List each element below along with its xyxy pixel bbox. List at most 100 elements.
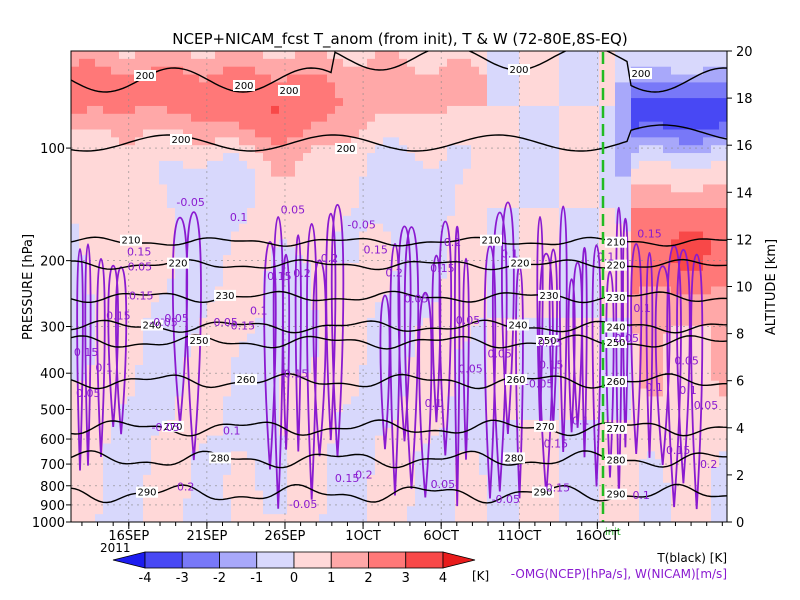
- anomaly-cell: [311, 200, 320, 209]
- anomaly-cell: [535, 208, 544, 217]
- anomaly-cell: [375, 443, 384, 452]
- anomaly-cell: [511, 105, 520, 115]
- anomaly-cell: [687, 121, 696, 131]
- anomaly-cell: [527, 419, 536, 429]
- anomaly-cell: [687, 113, 696, 123]
- anomaly-cell: [279, 506, 288, 515]
- anomaly-cell: [143, 58, 152, 68]
- anomaly-cell: [415, 247, 424, 256]
- anomaly-cell: [255, 286, 264, 295]
- anomaly-cell: [567, 317, 576, 327]
- anomaly-cell: [719, 365, 727, 374]
- anomaly-cell: [223, 223, 232, 233]
- anomaly-cell: [679, 145, 688, 154]
- anomaly-cell: [199, 160, 208, 170]
- anomaly-cell: [263, 137, 272, 146]
- anomaly-cell: [383, 66, 392, 76]
- anomaly-cell: [663, 514, 672, 522]
- anomaly-cell: [511, 98, 520, 107]
- anomaly-cell: [495, 66, 504, 76]
- anomaly-cell: [639, 192, 648, 201]
- anomaly-cell: [103, 310, 112, 319]
- anomaly-cell: [375, 412, 384, 421]
- anomaly-cell: [103, 129, 112, 138]
- anomaly-cell: [503, 435, 512, 445]
- anomaly-cell: [615, 404, 624, 413]
- anomaly-cell: [631, 208, 640, 217]
- anomaly-cell: [607, 231, 616, 240]
- anomaly-cell: [447, 129, 456, 138]
- anomaly-cell: [703, 192, 712, 201]
- anomaly-cell: [111, 192, 120, 201]
- anomaly-cell: [479, 474, 488, 484]
- anomaly-cell: [423, 341, 432, 350]
- anomaly-cell: [183, 82, 192, 91]
- anomaly-cell: [527, 66, 536, 76]
- anomaly-cell: [607, 58, 616, 68]
- anomaly-cell: [247, 200, 256, 209]
- anomaly-cell: [407, 168, 416, 178]
- anomaly-cell: [415, 121, 424, 131]
- anomaly-cell: [367, 121, 376, 131]
- anomaly-cell: [687, 247, 696, 256]
- anomaly-cell: [663, 474, 672, 484]
- anomaly-cell: [223, 184, 232, 193]
- anomaly-cell: [95, 153, 104, 162]
- anomaly-cell: [287, 255, 296, 264]
- anomaly-cell: [231, 192, 240, 201]
- anomaly-cell: [471, 184, 480, 193]
- anomaly-cell: [231, 396, 240, 405]
- anomaly-cell: [503, 482, 512, 492]
- anomaly-cell: [183, 404, 192, 413]
- anomaly-cell: [135, 380, 144, 390]
- anomaly-cell: [199, 365, 208, 374]
- anomaly-cell: [655, 129, 664, 138]
- anomaly-cell: [159, 113, 168, 123]
- anomaly-cell: [479, 51, 488, 60]
- anomaly-cell: [599, 419, 608, 429]
- anomaly-cell: [303, 105, 312, 115]
- anomaly-cell: [687, 467, 696, 476]
- anomaly-cell: [127, 121, 136, 131]
- anomaly-cell: [687, 176, 696, 186]
- anomaly-cell: [247, 223, 256, 233]
- anomaly-cell: [271, 121, 280, 131]
- anomaly-cell: [399, 153, 408, 162]
- anomaly-cell: [287, 278, 296, 288]
- anomaly-cell: [543, 66, 552, 76]
- anomaly-cell: [679, 270, 688, 280]
- anomaly-cell: [223, 372, 232, 382]
- anomaly-cell: [231, 427, 240, 437]
- anomaly-cell: [583, 419, 592, 429]
- anomaly-cell: [223, 404, 232, 413]
- anomaly-cell: [143, 231, 152, 240]
- anomaly-cell: [159, 490, 168, 500]
- anomaly-cell: [471, 341, 480, 350]
- anomaly-cell: [295, 294, 304, 303]
- anomaly-cell: [687, 192, 696, 201]
- anomaly-cell: [303, 51, 312, 60]
- anomaly-cell: [159, 412, 168, 421]
- anomaly-cell: [255, 208, 264, 217]
- anomaly-cell: [471, 98, 480, 107]
- anomaly-cell: [711, 396, 720, 405]
- anomaly-cell: [239, 98, 248, 107]
- anomaly-cell: [327, 498, 336, 507]
- omega-contour: [676, 248, 691, 484]
- anomaly-cell: [391, 262, 400, 272]
- anomaly-cell: [511, 168, 520, 178]
- anomaly-cell: [263, 443, 272, 452]
- omega-contour: [263, 240, 277, 470]
- anomaly-cell: [639, 451, 648, 460]
- anomaly-cell: [143, 98, 152, 107]
- anomaly-cell: [103, 443, 112, 452]
- anomaly-cell: [143, 451, 152, 460]
- anomaly-cell: [327, 153, 336, 162]
- anomaly-cell: [391, 427, 400, 437]
- anomaly-cell: [439, 262, 448, 272]
- anomaly-cell: [351, 270, 360, 280]
- anomaly-cell: [543, 129, 552, 138]
- anomaly-cell: [519, 58, 528, 68]
- anomaly-cell: [303, 231, 312, 240]
- anomaly-cell: [527, 262, 536, 272]
